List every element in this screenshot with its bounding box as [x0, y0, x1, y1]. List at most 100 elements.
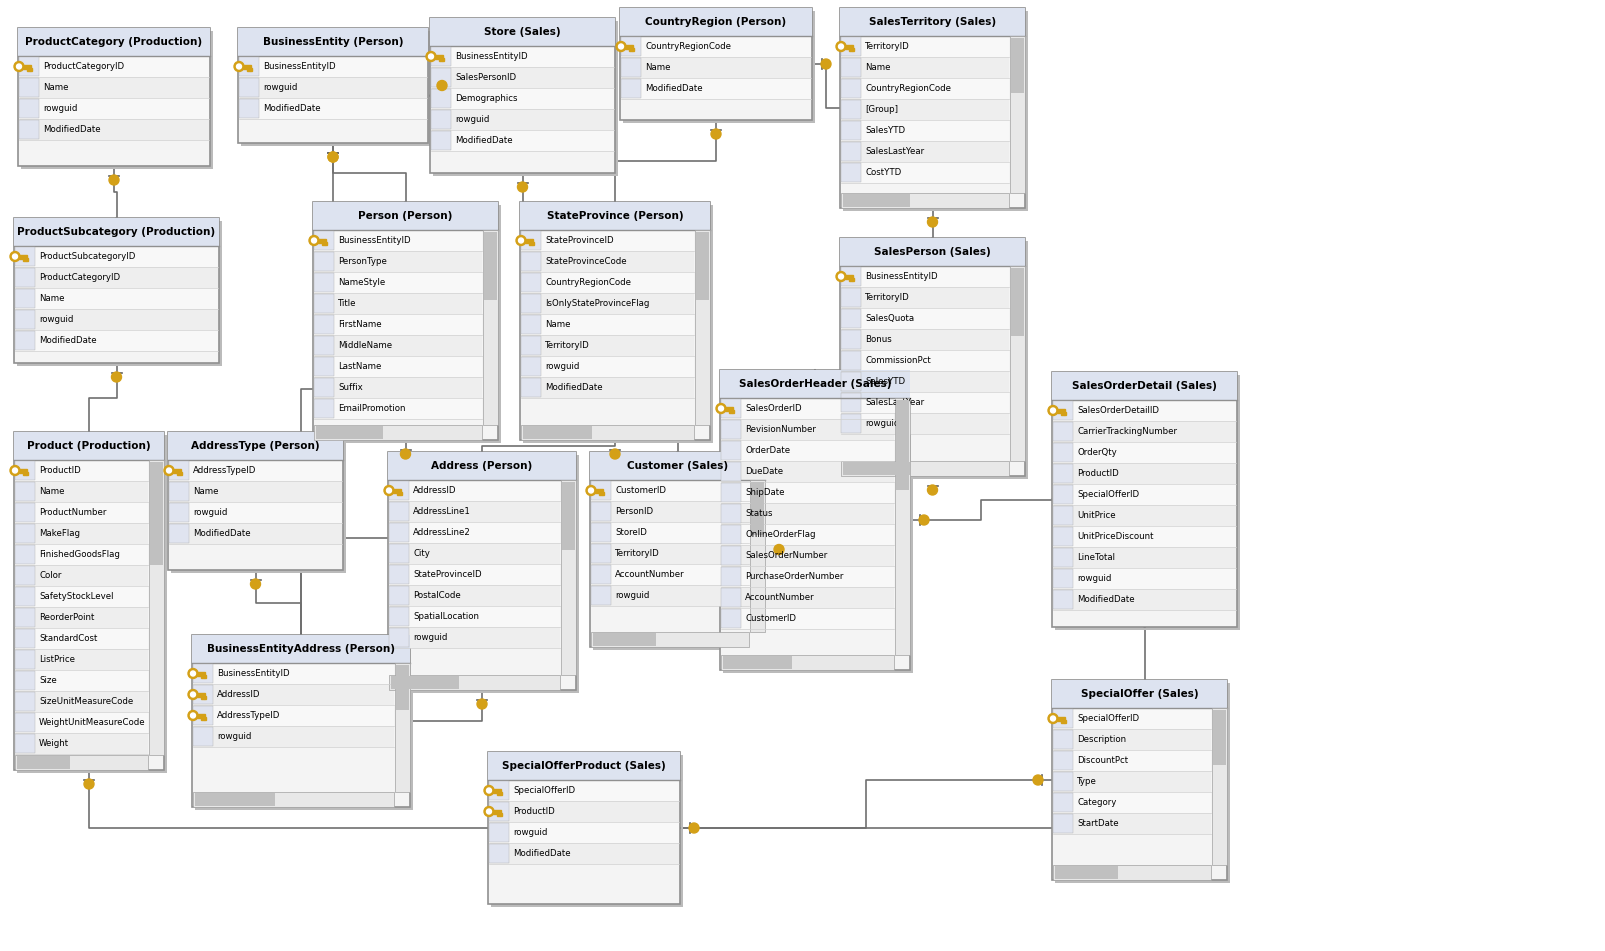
Bar	[14, 607, 148, 628]
Circle shape	[167, 468, 172, 473]
Text: LineTotal: LineTotal	[1077, 553, 1115, 562]
Bar	[721, 398, 894, 419]
Text: SpecialOffer (Sales): SpecialOffer (Sales)	[1080, 689, 1199, 699]
Bar	[324, 242, 327, 244]
Bar	[1010, 266, 1026, 461]
Bar	[721, 567, 742, 586]
Text: Product (Production): Product (Production)	[27, 441, 151, 451]
Bar	[721, 370, 910, 398]
Bar	[388, 523, 409, 542]
Bar	[841, 162, 1010, 183]
Bar	[1053, 750, 1212, 771]
Bar	[432, 109, 615, 130]
Bar	[490, 780, 679, 801]
Bar	[843, 241, 1027, 479]
Circle shape	[618, 44, 623, 49]
Bar	[841, 309, 860, 328]
Text: StoreID: StoreID	[615, 528, 647, 537]
Circle shape	[1048, 713, 1058, 724]
Bar	[14, 246, 218, 267]
Bar	[732, 410, 733, 413]
Bar	[1053, 401, 1074, 420]
Bar	[721, 545, 894, 566]
Text: SpecialOfferID: SpecialOfferID	[1077, 714, 1140, 723]
Text: ShipDate: ShipDate	[745, 488, 785, 497]
Bar	[22, 258, 26, 261]
Bar	[841, 350, 1010, 371]
Bar	[841, 193, 1010, 208]
Text: Bonus: Bonus	[865, 335, 892, 344]
Bar	[1011, 268, 1024, 337]
Bar	[388, 628, 409, 647]
Bar	[591, 523, 612, 542]
Bar	[841, 57, 1010, 78]
Bar	[173, 469, 181, 473]
Circle shape	[838, 44, 844, 49]
Bar	[721, 441, 742, 460]
Bar	[1053, 590, 1074, 609]
Bar	[201, 716, 204, 720]
Bar	[493, 788, 501, 792]
Text: ProductNumber: ProductNumber	[39, 508, 106, 517]
Bar	[432, 130, 615, 151]
Text: ProductSubcategory (Production): ProductSubcategory (Production)	[18, 227, 215, 237]
Text: Type: Type	[1077, 777, 1096, 786]
Bar	[239, 99, 258, 118]
Bar	[14, 712, 148, 733]
Text: BusinessEntityID: BusinessEntityID	[217, 669, 289, 678]
Circle shape	[719, 406, 724, 411]
Bar	[841, 414, 860, 433]
Bar	[722, 373, 913, 673]
Bar	[591, 481, 612, 500]
Bar	[1053, 589, 1236, 610]
Bar	[1053, 865, 1212, 880]
Bar	[501, 812, 502, 816]
Bar	[388, 606, 560, 627]
Circle shape	[836, 271, 846, 281]
Bar	[843, 462, 910, 475]
Bar	[315, 272, 481, 293]
Bar	[19, 119, 209, 140]
Bar	[621, 57, 811, 78]
Bar	[238, 28, 429, 56]
Bar	[1053, 526, 1236, 547]
Bar	[14, 670, 148, 691]
Text: ProductCategoryID: ProductCategoryID	[39, 273, 120, 282]
Bar	[1053, 772, 1074, 791]
Bar	[841, 99, 1010, 120]
Text: ProductID: ProductID	[514, 807, 555, 816]
Text: ProductCategoryID: ProductCategoryID	[43, 62, 124, 71]
Bar	[1011, 38, 1024, 93]
Bar	[841, 37, 860, 56]
Bar	[491, 755, 684, 907]
Bar	[721, 609, 742, 628]
Bar	[14, 482, 35, 501]
Bar	[522, 251, 693, 272]
Bar	[441, 57, 445, 61]
Bar	[14, 247, 35, 266]
Bar	[388, 452, 576, 690]
Bar	[725, 406, 733, 411]
Circle shape	[485, 806, 494, 817]
Bar	[169, 524, 189, 543]
Bar	[169, 482, 189, 501]
Text: BusinessEntityID: BusinessEntityID	[339, 236, 411, 245]
Bar	[1064, 720, 1066, 723]
Bar	[388, 481, 409, 500]
Bar	[388, 675, 560, 690]
Text: Weight: Weight	[39, 739, 69, 748]
Bar	[1051, 680, 1226, 708]
Bar	[1053, 709, 1074, 728]
Circle shape	[437, 81, 448, 90]
Bar	[14, 432, 164, 770]
Circle shape	[485, 786, 494, 795]
Text: Title: Title	[339, 299, 356, 308]
Bar	[433, 21, 618, 176]
Bar	[841, 36, 1010, 57]
Text: SpecialOfferProduct (Sales): SpecialOfferProduct (Sales)	[502, 761, 666, 771]
Text: UnitPriceDiscount: UnitPriceDiscount	[1077, 532, 1154, 541]
Bar	[1053, 464, 1074, 483]
Bar	[204, 716, 205, 720]
Bar	[591, 564, 750, 585]
Bar	[315, 399, 334, 418]
